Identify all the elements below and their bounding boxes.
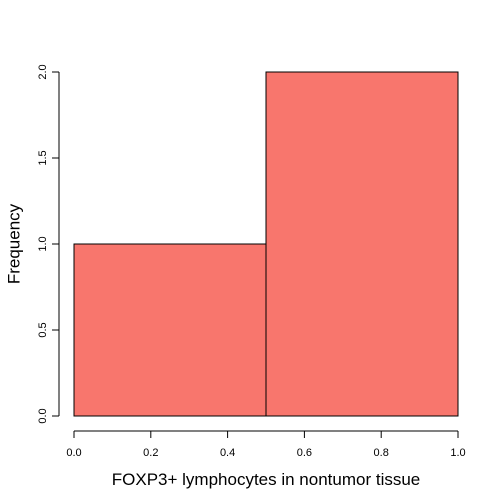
x-axis: 0.0 0.2 0.4 0.6 0.8 1.0 [66, 430, 466, 459]
y-tick-label: 0.0 [37, 408, 49, 423]
y-tick-label: 1.0 [37, 236, 49, 251]
histogram-bar-0 [73, 243, 267, 417]
histogram-bar-1 [265, 71, 459, 417]
x-tick-label: 0.6 [297, 447, 312, 459]
x-axis-title: FOXP3+ lymphocytes in nontumor tissue [112, 470, 421, 489]
x-tick-label: 0.4 [220, 447, 235, 459]
x-tick-label: 1.0 [450, 447, 465, 459]
histogram-bars [73, 71, 459, 417]
y-tick-label: 0.5 [37, 322, 49, 337]
y-tick-label: 2.0 [37, 64, 49, 79]
x-tick-label: 0.8 [374, 447, 389, 459]
x-tick-label: 0.0 [66, 447, 81, 459]
x-tick-label: 0.2 [143, 447, 158, 459]
y-axis: 0.0 0.5 1.0 1.5 2.0 [37, 64, 60, 424]
y-tick-label: 1.5 [37, 150, 49, 165]
y-axis-title: Frequency [5, 203, 24, 284]
